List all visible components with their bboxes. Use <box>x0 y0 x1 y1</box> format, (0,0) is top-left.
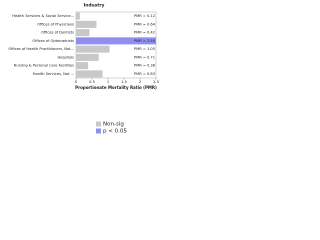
x-tick-label: 2.5 <box>153 80 159 84</box>
value-label: PMR = 2.50 <box>134 39 156 43</box>
value-label: PMR = 0.42 <box>134 31 155 35</box>
x-axis-label: Proportionate Mortality Ratio (PMR) <box>75 85 157 90</box>
category-label: Offices of Health Practitioners, Not... <box>8 47 74 51</box>
x-tick-label: 1.5 <box>121 80 127 84</box>
category-label: Nursing & Personal Care Facilities <box>14 64 74 68</box>
x-tick-label: 0 <box>75 80 78 84</box>
bar <box>76 53 99 61</box>
bar <box>76 70 103 78</box>
value-label: PMR = 0.12 <box>134 14 155 18</box>
chart: Industry Proportionate Mortality Ratio (… <box>8 3 159 135</box>
x-tick-label: 1 <box>107 80 109 84</box>
chart-title: Industry <box>84 3 105 9</box>
x-tick-label: 2 <box>139 80 141 84</box>
bar <box>76 62 89 70</box>
bar <box>76 29 90 37</box>
category-label: Offices of Physicians <box>37 22 74 26</box>
legend-label: p < 0.05 <box>103 129 127 135</box>
value-label: PMR = 0.64 <box>134 22 156 26</box>
bar <box>76 37 156 45</box>
value-label: PMR = 0.83 <box>134 72 155 76</box>
legend-swatch <box>96 128 101 134</box>
bar <box>76 45 110 53</box>
value-label: PMR = 1.05 <box>134 47 155 51</box>
category-label: Hospitals <box>57 55 74 59</box>
bar <box>76 20 97 28</box>
value-label: PMR = 0.38 <box>134 64 156 68</box>
category-label: Health Services, Not ... <box>33 72 74 76</box>
bar <box>76 12 80 20</box>
x-tick-label: 0.5 <box>89 80 95 84</box>
legend-swatch <box>96 121 101 127</box>
category-label: Health Services & Social Service... <box>12 14 74 18</box>
category-label: Offices of Dentists <box>41 31 74 35</box>
legend-label: Non-sig <box>103 122 124 128</box>
category-label: Offices of Optometrists <box>32 39 74 43</box>
value-label: PMR = 0.71 <box>134 55 155 59</box>
